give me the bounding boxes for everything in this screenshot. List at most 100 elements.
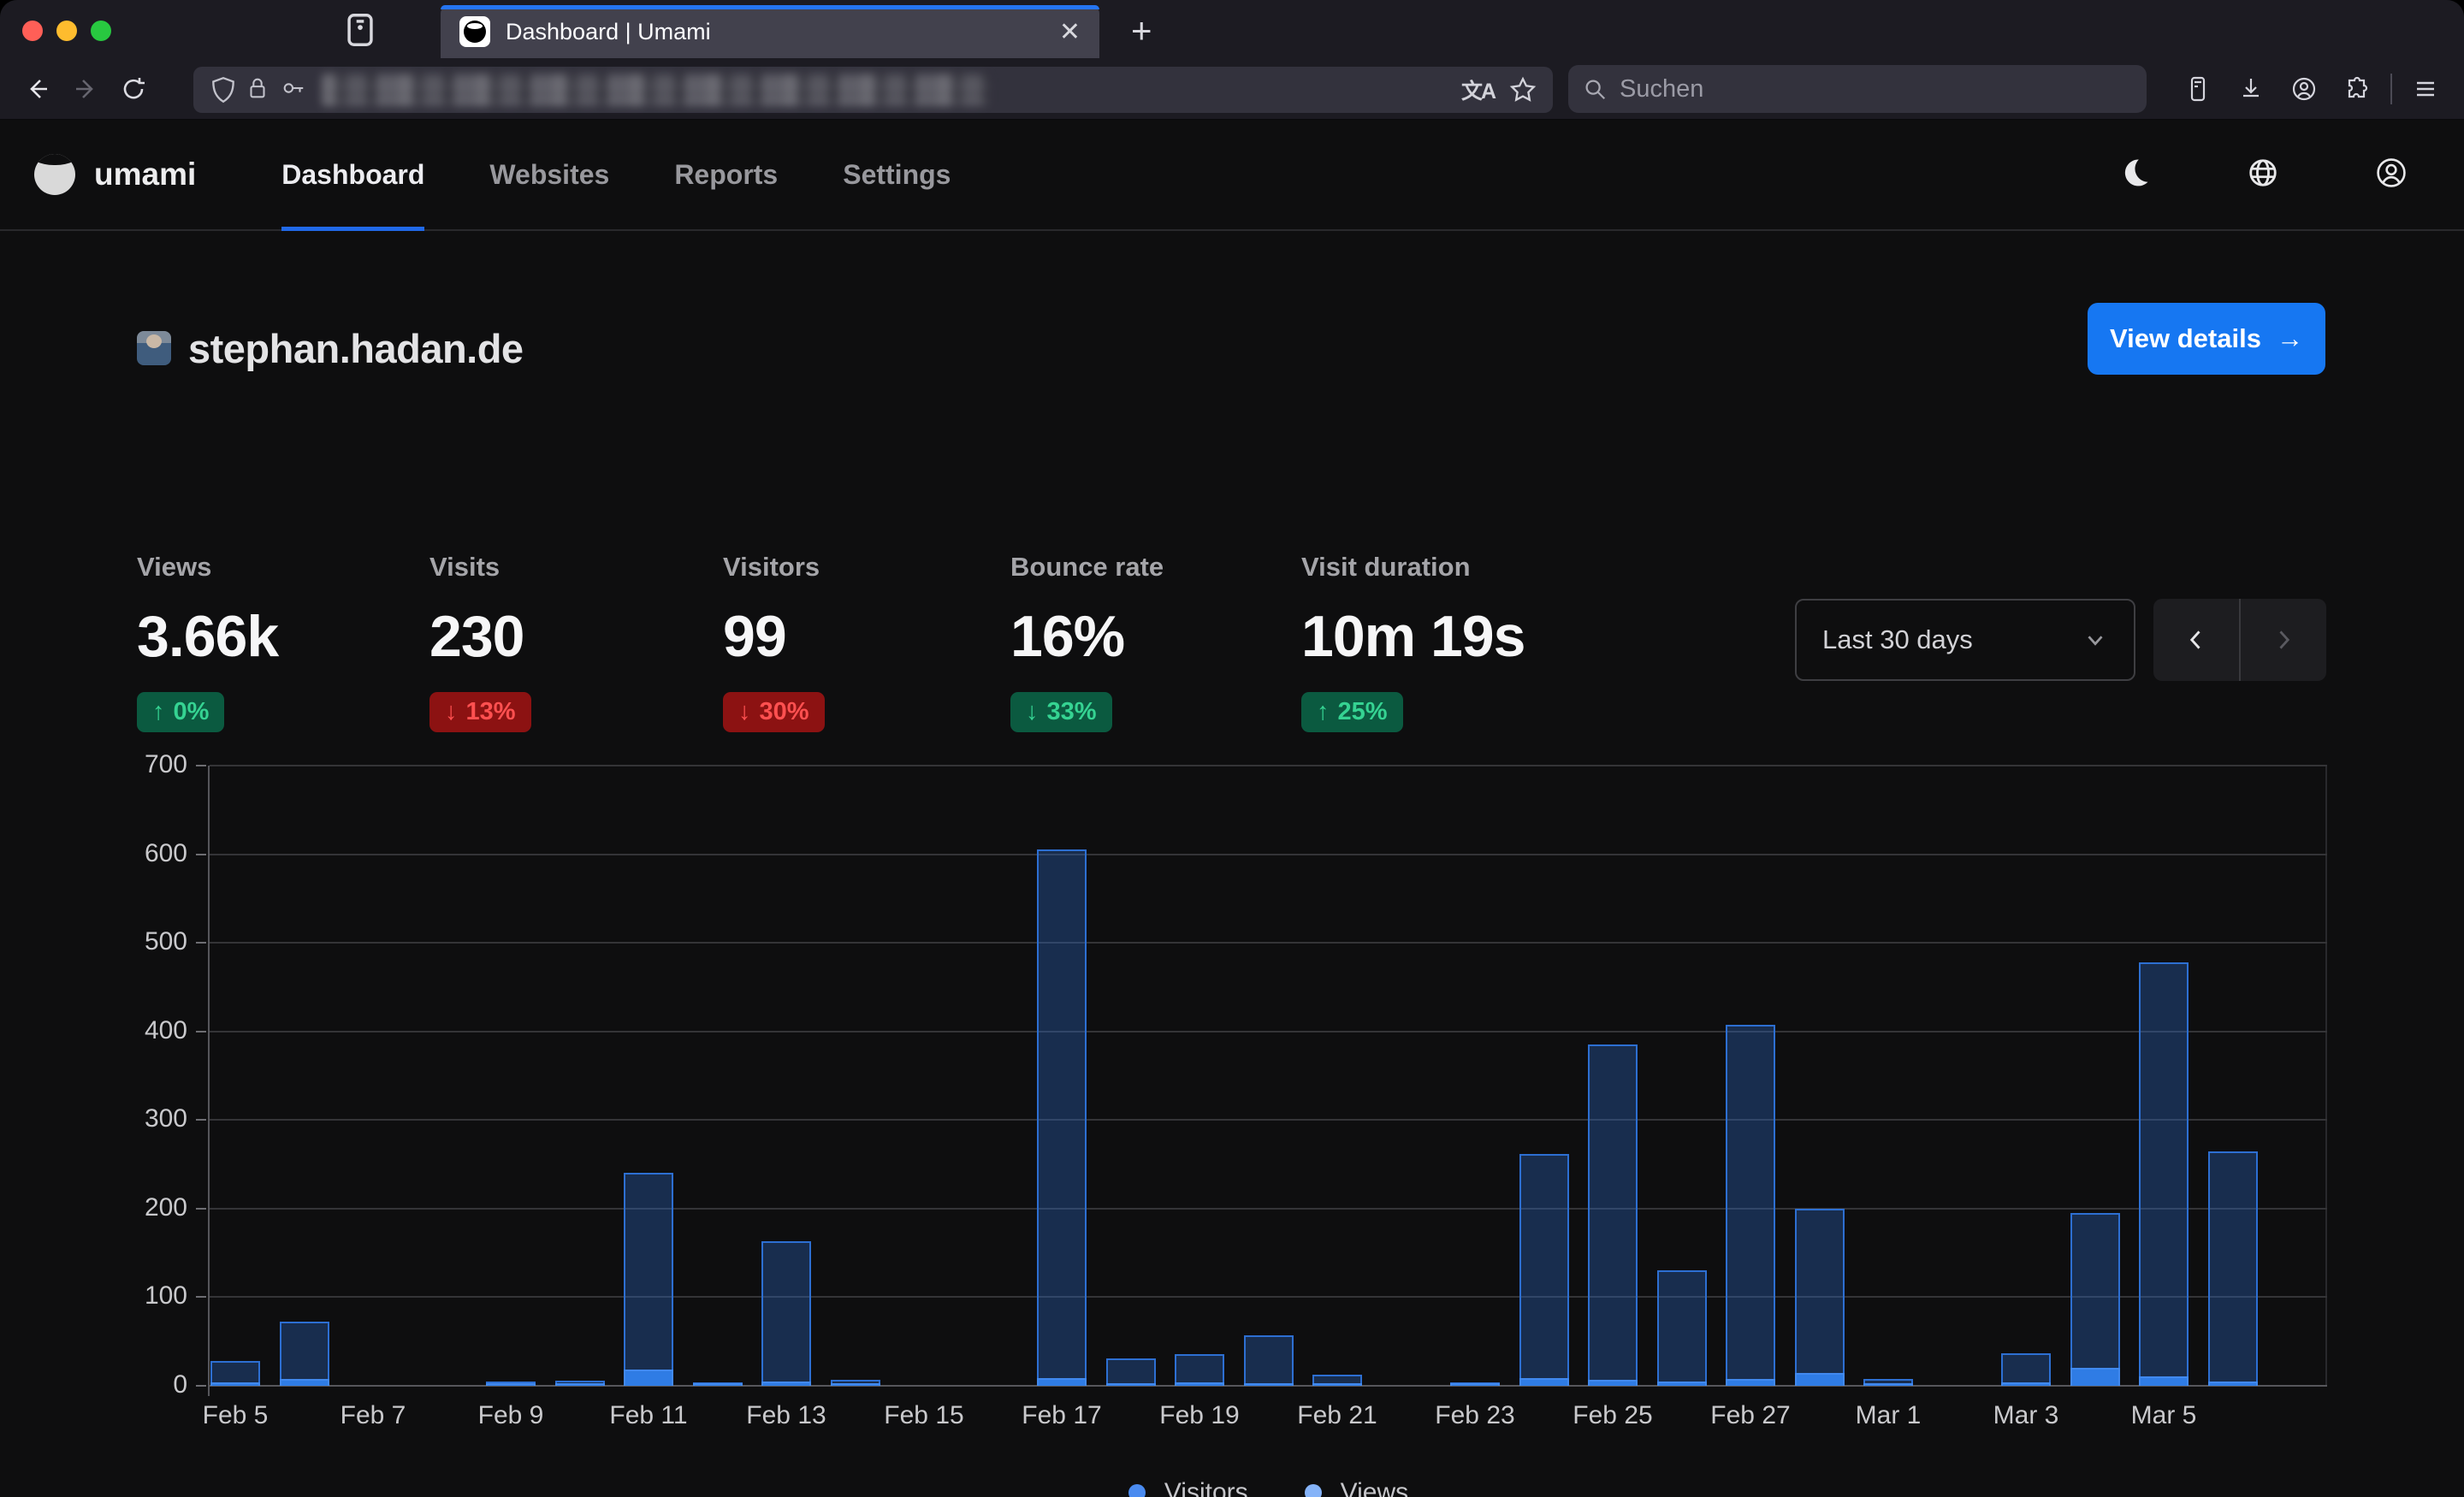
views-bar-feb25[interactable] [1588, 1044, 1638, 1386]
lock-icon[interactable] [245, 75, 274, 104]
metric-views: Views 3.66k ↑ 0% [137, 552, 279, 732]
views-bar-feb26[interactable] [1657, 1270, 1707, 1386]
y-axis-label: 0 [173, 1370, 187, 1399]
nav-item-websites[interactable]: Websites [489, 158, 610, 190]
zoom-window-button[interactable] [91, 21, 111, 41]
back-button[interactable] [14, 67, 62, 111]
gridline-400 [210, 1031, 2327, 1033]
previous-period-button[interactable] [2153, 599, 2241, 681]
minimize-window-button[interactable] [56, 21, 77, 41]
views-bar-feb27[interactable] [1726, 1025, 1775, 1386]
legend-label: Visitors [1164, 1478, 1248, 1497]
gridline-700 [210, 765, 2327, 766]
legend-item-visitors[interactable]: Visitors [1128, 1478, 1248, 1497]
search-input[interactable] [1620, 74, 2099, 104]
downloads-icon[interactable] [2224, 67, 2277, 111]
visitors-bar-feb14[interactable] [831, 1383, 880, 1386]
views-bar-feb24[interactable] [1519, 1154, 1569, 1386]
views-bar-mar3[interactable] [2001, 1353, 2051, 1386]
next-period-button[interactable] [2241, 599, 2326, 681]
visitors-bar-mar6[interactable] [2208, 1382, 2258, 1386]
sidebar-toggle-icon[interactable] [341, 10, 385, 50]
views-bar-feb17[interactable] [1037, 849, 1087, 1386]
views-bar-feb13[interactable] [761, 1241, 811, 1386]
browser-tab[interactable]: Dashboard | Umami ✕ [441, 5, 1099, 58]
close-window-button[interactable] [22, 21, 43, 41]
visitors-bar-feb19[interactable] [1175, 1382, 1224, 1386]
views-bar-feb20[interactable] [1244, 1335, 1294, 1386]
visitors-bar-mar3[interactable] [2001, 1382, 2051, 1386]
view-details-button[interactable]: View details → [2088, 303, 2325, 375]
new-tab-button[interactable]: + [1131, 10, 1152, 50]
legend-label: Views [1340, 1478, 1409, 1497]
metric-value: 16% [1010, 604, 1125, 669]
legend-item-views[interactable]: Views [1304, 1478, 1409, 1497]
nav-item-settings[interactable]: Settings [843, 158, 951, 190]
visitors-bar-feb11[interactable] [624, 1370, 673, 1386]
metric-label: Views [137, 552, 212, 582]
tracking-shield-icon[interactable] [209, 75, 238, 104]
search-bar[interactable] [1568, 65, 2147, 113]
key-icon[interactable] [281, 75, 310, 104]
language-globe-icon[interactable] [2247, 157, 2279, 193]
visitors-bar-feb12[interactable] [693, 1383, 743, 1386]
extensions-icon[interactable] [2331, 67, 2384, 111]
views-bar-feb28[interactable] [1795, 1209, 1845, 1386]
chevron-left-icon [2189, 630, 2200, 649]
account-icon[interactable] [2277, 67, 2331, 111]
visitors-bar-feb23[interactable] [1450, 1383, 1500, 1386]
views-bar-feb5[interactable] [210, 1361, 260, 1386]
visitors-bar-feb6[interactable] [280, 1379, 329, 1386]
views-bar-feb18[interactable] [1106, 1358, 1156, 1386]
views-bar-mar1[interactable] [1863, 1379, 1913, 1386]
nav-item-reports[interactable]: Reports [674, 158, 779, 190]
y-axis-label: 600 [144, 839, 187, 867]
views-bar-feb14[interactable] [831, 1380, 880, 1386]
chevron-down-icon [2088, 636, 2103, 646]
x-axis-label: Feb 17 [1022, 1401, 1102, 1429]
visitors-bar-feb13[interactable] [761, 1382, 811, 1386]
visitors-bar-feb10[interactable] [555, 1383, 605, 1386]
forward-button[interactable] [62, 67, 110, 111]
visitors-bar-feb20[interactable] [1244, 1383, 1294, 1386]
visitors-bar-feb21[interactable] [1312, 1383, 1362, 1386]
gridline-500 [210, 942, 2327, 944]
visitors-bar-mar1[interactable] [1863, 1383, 1913, 1386]
visitors-bar-feb9[interactable] [486, 1383, 536, 1386]
visitors-bar-feb26[interactable] [1657, 1382, 1707, 1386]
views-bar-feb19[interactable] [1175, 1354, 1224, 1386]
views-bar-feb11[interactable] [624, 1173, 673, 1386]
views-bar-mar6[interactable] [2208, 1151, 2258, 1386]
metric-visits: Visits 230 ↓ 13% [429, 552, 531, 732]
visitors-bar-feb27[interactable] [1726, 1379, 1775, 1386]
views-bar-mar5[interactable] [2139, 962, 2189, 1386]
visitors-bar-feb5[interactable] [210, 1382, 260, 1386]
visitors-bar-mar5[interactable] [2139, 1376, 2189, 1386]
close-tab-icon[interactable]: ✕ [1058, 17, 1081, 46]
url-bar[interactable]: 文A [193, 67, 1553, 113]
visitors-bar-feb24[interactable] [1519, 1378, 1569, 1386]
menu-icon[interactable] [2399, 67, 2452, 111]
profile-icon[interactable] [2375, 157, 2408, 193]
metrics-row: Views 3.66k ↑ 0% Visits 230 ↓ 13% Visitors 99 ↓ 30%… [0, 552, 2464, 732]
translate-icon[interactable]: 文A [1460, 80, 1496, 104]
chart-legend: Visitors Views [210, 1478, 2327, 1497]
views-bar-mar4[interactable] [2070, 1213, 2120, 1386]
views-bar-feb6[interactable] [280, 1322, 329, 1386]
gridline-600 [210, 854, 2327, 855]
nav-right-icons [2118, 157, 2408, 193]
reload-button[interactable] [110, 67, 157, 111]
visitors-bar-feb18[interactable] [1106, 1383, 1156, 1386]
firefox-view-icon[interactable] [2171, 67, 2224, 111]
theme-moon-icon[interactable] [2118, 157, 2151, 193]
date-range-dropdown[interactable]: Last 30 days [1795, 599, 2135, 681]
visitors-bar-feb25[interactable] [1588, 1380, 1638, 1386]
bookmark-star-icon[interactable] [1508, 75, 1537, 104]
y-axis-line [208, 766, 210, 1396]
nav-item-dashboard[interactable]: Dashboard [281, 120, 425, 231]
visitors-bar-feb28[interactable] [1795, 1373, 1845, 1386]
views-bar-feb21[interactable] [1312, 1375, 1362, 1386]
visitors-bar-mar4[interactable] [2070, 1368, 2120, 1386]
visitors-bar-feb17[interactable] [1037, 1378, 1087, 1386]
y-axis-tick [196, 1119, 206, 1121]
